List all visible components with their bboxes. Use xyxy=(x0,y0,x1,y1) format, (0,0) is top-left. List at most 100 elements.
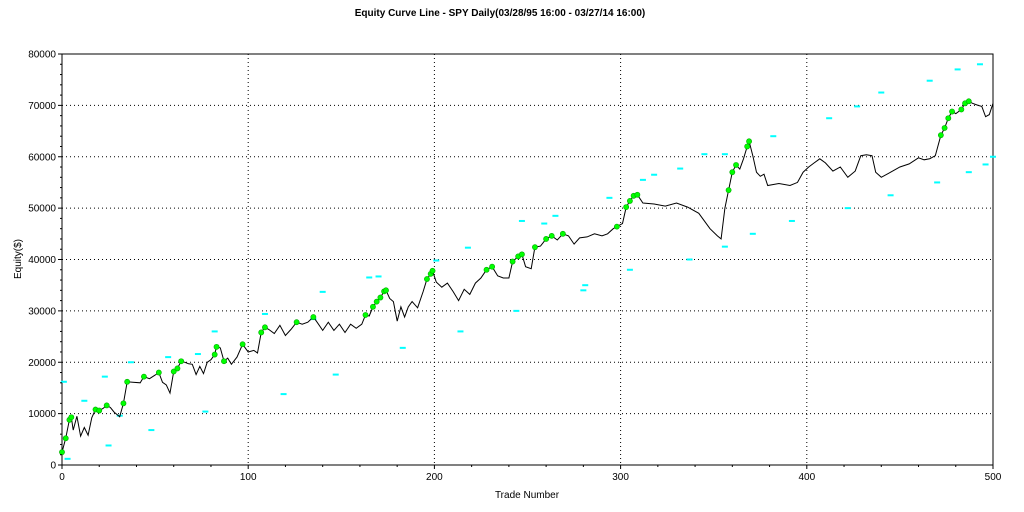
new-high-marker xyxy=(559,230,566,237)
x-tick-label: 500 xyxy=(985,472,1002,483)
plot-area-frame xyxy=(61,53,994,466)
new-high-marker xyxy=(262,324,268,331)
new-high-marker xyxy=(725,187,732,194)
new-high-marker xyxy=(258,329,265,336)
trade-mark xyxy=(64,457,71,460)
new-high-marker xyxy=(293,319,300,326)
new-high-marker xyxy=(62,435,69,442)
trade-mark xyxy=(211,330,218,333)
y-tick-label: 50000 xyxy=(28,204,56,215)
trade-mark xyxy=(887,194,894,197)
new-high-marker xyxy=(213,343,220,350)
trade-mark xyxy=(433,259,440,262)
trade-mark xyxy=(934,181,941,184)
trade-mark xyxy=(518,219,525,222)
trade-mark xyxy=(626,268,633,271)
new-high-marker xyxy=(211,351,218,358)
trade-mark xyxy=(319,290,326,293)
y-tick-label: 40000 xyxy=(28,255,56,266)
trade-mark xyxy=(788,219,795,222)
new-high-marker xyxy=(120,400,127,407)
trade-mark xyxy=(651,173,658,176)
new-high-marker xyxy=(103,402,110,409)
gridlines xyxy=(62,54,993,465)
new-high-marker xyxy=(937,132,944,139)
new-high-marker xyxy=(941,125,948,131)
new-high-marker xyxy=(744,143,751,150)
new-high-marker xyxy=(174,365,181,372)
trade-mark xyxy=(464,246,471,249)
y-tick-label: 10000 xyxy=(28,409,56,420)
y-tick-label: 0 xyxy=(50,461,56,472)
trade-mark xyxy=(541,222,548,225)
new-high-marker xyxy=(483,266,490,273)
trade-mark xyxy=(261,312,268,315)
trade-mark xyxy=(105,444,112,447)
trade-mark xyxy=(701,153,708,156)
new-high-marker xyxy=(746,138,752,145)
trade-mark xyxy=(60,380,67,383)
trade-mark xyxy=(552,214,559,217)
y-tick-label: 60000 xyxy=(28,152,56,163)
new-high-marker xyxy=(221,358,227,365)
new-high-marker xyxy=(373,298,380,305)
new-high-marker xyxy=(141,373,147,380)
new-high-marker xyxy=(370,303,376,310)
new-high-marker xyxy=(532,244,538,251)
trade-mark xyxy=(677,167,684,170)
trade-mark xyxy=(854,105,861,108)
new-high-marker xyxy=(543,236,550,242)
trade-mark xyxy=(770,135,777,138)
trade-mark xyxy=(194,353,201,356)
new-high-marker xyxy=(429,267,436,274)
new-high-marker xyxy=(155,369,162,376)
trade-mark xyxy=(982,163,989,166)
new-high-marker xyxy=(170,368,177,375)
trade-mark xyxy=(332,373,339,376)
new-high-marker xyxy=(424,276,430,282)
new-high-marker xyxy=(945,115,952,122)
new-high-marker xyxy=(949,108,955,115)
trade-mark xyxy=(202,410,209,413)
trade-mark xyxy=(148,429,155,432)
trade-mark xyxy=(399,346,406,349)
trade-mark xyxy=(965,171,972,174)
new-high-marker xyxy=(377,294,384,301)
new-high-marker xyxy=(383,287,389,294)
equity-line xyxy=(61,100,994,453)
new-high-marker xyxy=(239,341,246,348)
trade-mark xyxy=(280,393,287,396)
trade-mark xyxy=(165,356,172,359)
new-high-marker xyxy=(729,169,736,176)
trade-mark xyxy=(826,117,833,120)
y-axis-ticks: 0 10000 20000 30000 40000 50000 60000 70000 8000… xyxy=(28,50,62,472)
trade-mark xyxy=(127,361,134,364)
new-high-marker xyxy=(613,223,620,230)
trade-mark xyxy=(606,196,613,199)
new-high-marker xyxy=(623,204,630,210)
new-high-marker xyxy=(965,98,972,105)
y-tick-label: 80000 xyxy=(28,50,56,61)
new-high-marker xyxy=(68,414,75,421)
new-high-marker xyxy=(634,191,641,198)
new-high-marker xyxy=(489,263,496,270)
y-tick-label: 20000 xyxy=(28,358,56,369)
trade-mark xyxy=(375,275,382,278)
trade-mark xyxy=(366,276,373,279)
new-high-marker xyxy=(733,162,739,168)
new-high-marker xyxy=(958,106,965,113)
x-axis-label: Trade Number xyxy=(495,490,560,501)
trade-mark xyxy=(686,258,693,261)
new-high-marker xyxy=(178,358,185,365)
y-axis-label: Equity($) xyxy=(13,239,24,279)
x-tick-label: 100 xyxy=(240,472,257,483)
new-high-marker xyxy=(362,312,369,318)
chart-title: Equity Curve Line - SPY Daily(03/28/95 1… xyxy=(355,8,646,19)
trade-mark xyxy=(721,153,728,156)
x-axis-ticks: 0 100 200 300 400 500 xyxy=(59,465,1002,483)
new-high-marker xyxy=(548,232,555,239)
trade-mark xyxy=(457,330,464,333)
trade-mark xyxy=(878,91,885,94)
new-high-marker xyxy=(509,258,516,265)
trade-mark xyxy=(582,284,589,287)
